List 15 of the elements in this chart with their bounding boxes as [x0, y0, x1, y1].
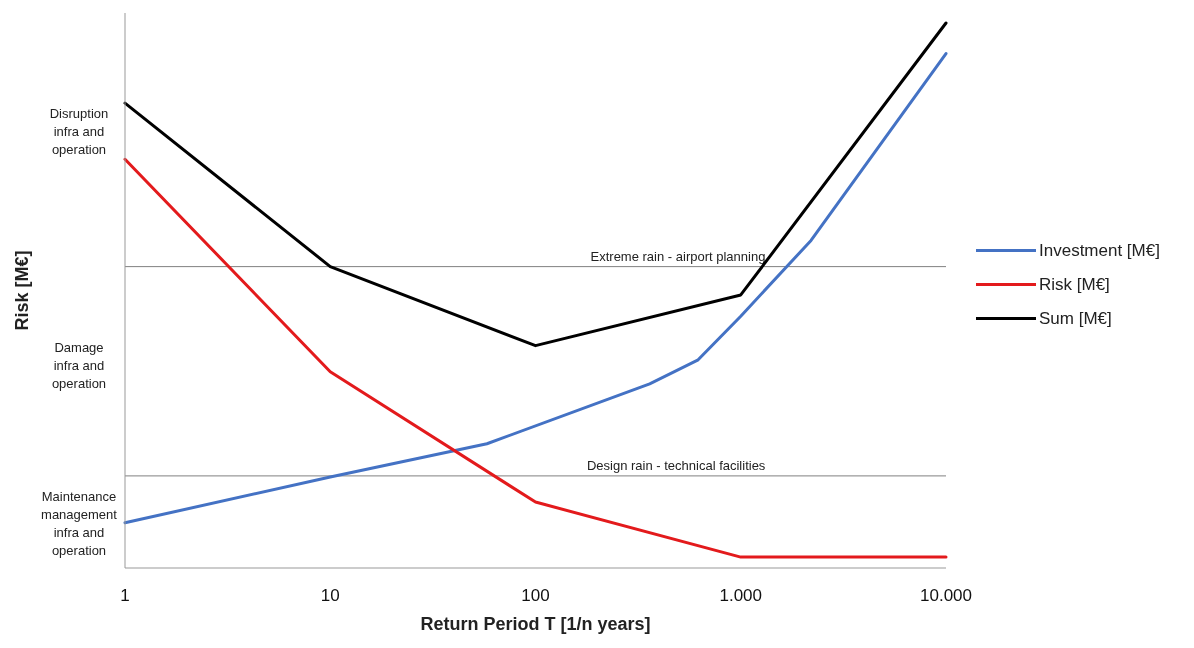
x-tick-label: 10.000 — [920, 586, 972, 605]
text: Damage infra and operation — [51, 340, 107, 392]
ref-line-label: Extreme rain - airport planning — [590, 248, 766, 264]
legend-label: Risk [M€] — [1039, 275, 1110, 295]
text: Disruption infra and operation — [49, 106, 109, 157]
x-axis-title: Return Period T [1/n years] — [420, 614, 651, 634]
y-axis-title: Risk [M€] — [12, 250, 32, 331]
legend-label: Investment [M€] — [1039, 241, 1160, 261]
x-tick-label: 100 — [521, 586, 550, 605]
text: Maintenance management infra and operation — [41, 489, 118, 559]
x-tick-label: 1.000 — [719, 586, 763, 605]
x-tick-label: 10 — [320, 586, 340, 605]
ref-line-label: Design rain - technical facilities — [586, 457, 766, 473]
legend-label: Sum [M€] — [1039, 309, 1112, 329]
x-tick-label: 1 — [120, 586, 130, 605]
